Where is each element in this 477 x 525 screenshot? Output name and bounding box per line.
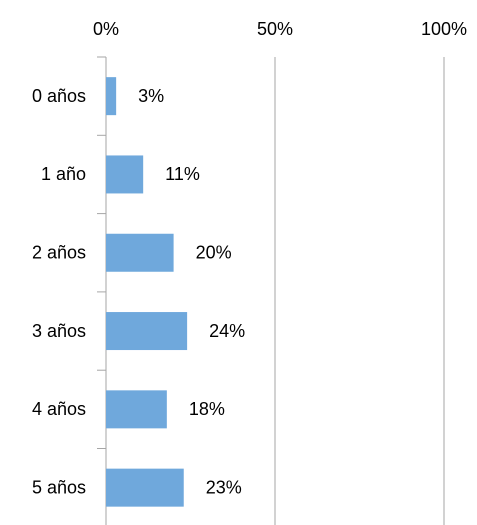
value-label: 18% xyxy=(189,399,225,419)
bar xyxy=(106,390,167,429)
bar xyxy=(106,468,184,507)
bar xyxy=(106,233,174,272)
y-tick-label: 3 años xyxy=(32,321,86,341)
y-tick-label: 5 años xyxy=(32,477,86,497)
value-label: 23% xyxy=(206,477,242,497)
y-tick-label: 4 años xyxy=(32,399,86,419)
y-tick-label: 2 años xyxy=(32,243,86,263)
y-tick-label: 0 años xyxy=(32,86,86,106)
y-tick-label: 1 año xyxy=(41,164,86,184)
bar xyxy=(106,77,117,116)
value-label: 3% xyxy=(138,86,164,106)
value-label: 24% xyxy=(209,321,245,341)
x-tick-label: 100% xyxy=(421,19,467,39)
bar xyxy=(106,312,188,351)
bar xyxy=(106,155,144,194)
x-tick-label: 50% xyxy=(257,19,293,39)
value-label: 11% xyxy=(165,164,200,184)
x-tick-label: 0% xyxy=(93,19,119,39)
value-label: 20% xyxy=(196,243,232,263)
